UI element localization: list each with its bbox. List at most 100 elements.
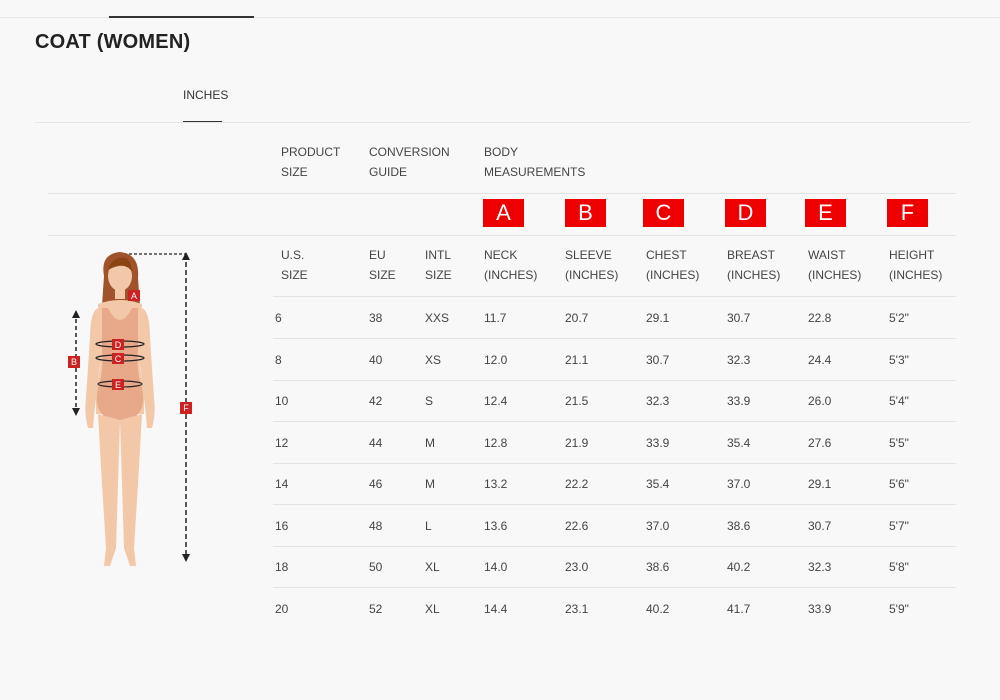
badge-divider: [48, 235, 956, 236]
cell-sleeve: 23.1: [565, 601, 589, 616]
row-divider: [273, 338, 956, 339]
cell-breast: 30.7: [727, 311, 751, 325]
marker-f: F: [180, 402, 192, 414]
cell-waist: 30.7: [808, 518, 832, 533]
cell-height: 5'7": [889, 518, 909, 533]
cell-eu-size: 46: [369, 477, 383, 491]
page-title: COAT (WOMEN): [35, 31, 191, 53]
row-divider: [273, 421, 956, 422]
column-header-waist: WAIST (INCHES): [808, 248, 862, 282]
cell-chest: 40.2: [646, 601, 670, 616]
cell-height: 5'8": [889, 560, 909, 574]
column-header-chest: CHEST (INCHES): [646, 248, 700, 282]
cell-intl-size: XL: [425, 601, 440, 616]
top-divider: [0, 17, 1000, 18]
cell-neck: 13.6: [484, 518, 508, 533]
cell-eu-size: 48: [369, 518, 383, 533]
cell-height: 5'3": [889, 352, 909, 367]
cell-eu-size: 42: [369, 394, 383, 408]
column-header-breast: BREAST (INCHES): [727, 248, 781, 282]
marker-b-label: B: [71, 357, 77, 367]
cell-eu-size: 38: [369, 311, 383, 325]
top-active-indicator: [109, 16, 254, 18]
cell-breast: 37.0: [727, 477, 751, 491]
badge-b: B: [565, 199, 606, 227]
marker-e-label: E: [115, 380, 121, 390]
header-conversion-guide: CONVERSION GUIDE: [369, 145, 450, 179]
marker-b: B: [68, 356, 80, 368]
cell-breast: 33.9: [727, 394, 751, 408]
badge-d: D: [725, 199, 766, 227]
cell-waist: 26.0: [808, 394, 832, 408]
column-header-divider: [273, 296, 956, 297]
column-header-us-size: U.S. SIZE: [281, 248, 308, 282]
cell-neck: 11.7: [484, 311, 507, 325]
header-divider: [48, 193, 956, 194]
cell-waist: 27.6: [808, 435, 832, 450]
column-header-sleeve: SLEEVE (INCHES): [565, 248, 619, 282]
cell-intl-size: XS: [425, 352, 442, 367]
cell-eu-size: 40: [369, 352, 383, 367]
row-divider: [273, 504, 956, 505]
tabs-divider: [35, 122, 970, 123]
column-header-eu-size: EU SIZE: [369, 248, 396, 282]
cell-breast: 32.3: [727, 352, 751, 367]
cell-neck: 12.0: [484, 352, 508, 367]
cell-breast: 41.7: [727, 601, 751, 616]
badge-f: F: [887, 199, 928, 227]
cell-us-size: 6: [275, 311, 282, 325]
marker-d-label: D: [115, 340, 122, 350]
cell-neck: 14.4: [484, 601, 508, 616]
cell-intl-size: XL: [425, 560, 440, 574]
cell-breast: 38.6: [727, 518, 751, 533]
row-divider: [273, 379, 956, 381]
cell-neck: 12.8: [484, 435, 508, 450]
marker-c: C: [112, 353, 124, 364]
header-body-measurements: BODY MEASUREMENTS: [484, 145, 586, 179]
cell-breast: 40.2: [727, 560, 751, 574]
cell-height: 5'2": [889, 311, 909, 325]
cell-intl-size: S: [425, 394, 434, 408]
cell-sleeve: 21.9: [565, 435, 589, 450]
cell-height: 5'6": [889, 477, 909, 491]
cell-chest: 29.1: [646, 311, 670, 325]
header-product-size: PRODUCT SIZE: [281, 145, 341, 179]
row-divider: [273, 545, 956, 547]
tab-inches[interactable]: INCHES: [183, 88, 229, 102]
cell-us-size: 20: [275, 601, 289, 616]
cell-chest: 38.6: [646, 560, 670, 574]
marker-d: D: [112, 339, 124, 350]
cell-sleeve: 22.2: [565, 477, 589, 491]
cell-height: 5'4": [889, 394, 909, 408]
cell-sleeve: 21.1: [565, 352, 589, 367]
column-header-neck: NECK (INCHES): [484, 248, 538, 282]
cell-us-size: 8: [275, 352, 282, 367]
marker-c-label: C: [115, 354, 122, 364]
row-divider: [273, 462, 956, 464]
woman-body-measurement-icon: A B C D E F: [60, 248, 200, 578]
cell-breast: 35.4: [727, 435, 751, 450]
badge-a: A: [483, 199, 524, 227]
cell-waist: 32.3: [808, 560, 832, 574]
cell-us-size: 10: [275, 394, 289, 408]
cell-neck: 14.0: [484, 560, 508, 574]
cell-waist: 24.4: [808, 352, 832, 367]
row-divider: [273, 587, 956, 588]
cell-intl-size: M: [425, 477, 435, 491]
cell-chest: 30.7: [646, 352, 670, 367]
cell-sleeve: 21.5: [565, 394, 589, 408]
cell-us-size: 18: [275, 560, 289, 574]
badge-c: C: [643, 199, 684, 227]
cell-sleeve: 20.7: [565, 311, 589, 325]
cell-waist: 33.9: [808, 601, 832, 616]
marker-f-label: F: [183, 403, 189, 413]
cell-chest: 33.9: [646, 435, 670, 450]
cell-neck: 12.4: [484, 394, 508, 408]
cell-us-size: 14: [275, 477, 289, 491]
cell-waist: 29.1: [808, 477, 832, 491]
cell-intl-size: M: [425, 435, 435, 450]
cell-intl-size: L: [425, 518, 432, 533]
cell-neck: 13.2: [484, 477, 508, 491]
cell-eu-size: 50: [369, 560, 383, 574]
cell-height: 5'5": [889, 435, 909, 450]
